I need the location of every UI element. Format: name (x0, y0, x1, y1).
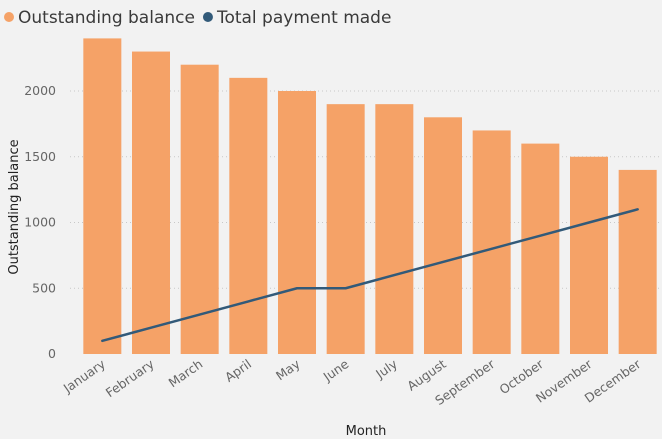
y-tick-label: 500 (32, 280, 56, 295)
x-tick-label: March (166, 356, 206, 390)
bar-series (83, 38, 657, 355)
legend-label-outstanding-balance: Outstanding balance (18, 8, 195, 28)
y-tick-label: 2000 (24, 83, 56, 98)
bar-january (83, 38, 122, 355)
bar-march (180, 64, 219, 354)
bar-november (570, 156, 608, 354)
y-gridlines (70, 90, 662, 289)
y-axis-title: Outstanding balance (7, 139, 22, 274)
y-axis-ticks: 0 500 1000 1500 2000 (24, 83, 56, 361)
line-total-payment (101, 208, 639, 343)
x-tick-label: February (103, 356, 157, 400)
y-tick-label: 0 (48, 346, 56, 361)
legend: Outstanding balance Total payment made (4, 8, 391, 28)
bar-july (375, 104, 414, 355)
bar-april (229, 77, 268, 354)
legend-label-total-payment: Total payment made (216, 8, 391, 28)
x-tick-label: April (222, 356, 254, 385)
bar-may (278, 91, 316, 354)
bar-august (424, 117, 462, 354)
x-tick-label: June (320, 356, 352, 385)
legend-marker-total-payment (202, 12, 213, 22)
legend-marker-outstanding-balance (4, 12, 14, 22)
bar-december (618, 169, 657, 354)
bar-june (326, 104, 365, 355)
line-series (101, 208, 639, 343)
x-tick-label: May (273, 356, 303, 383)
x-axis-title: Month (346, 424, 387, 439)
bar-february (132, 51, 170, 355)
bar-october (521, 143, 560, 354)
y-tick-label: 1500 (24, 149, 56, 164)
x-tick-label: January (60, 356, 109, 396)
x-tick-label: July (372, 356, 400, 382)
bar-september (472, 130, 511, 354)
y-tick-label: 1000 (24, 215, 56, 230)
x-tick-label: December (582, 356, 644, 406)
